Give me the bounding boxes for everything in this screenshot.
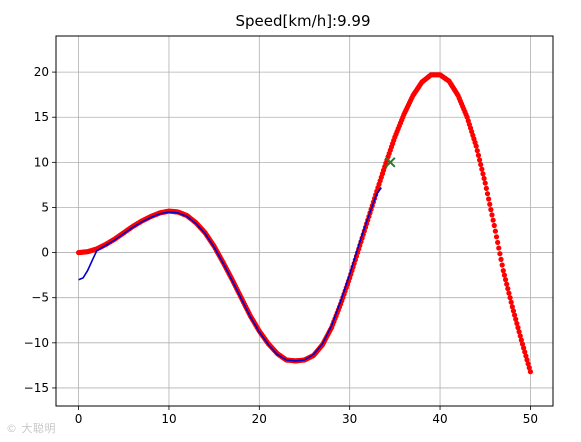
x-tick-label: 30 [342,412,357,426]
red-marker [518,337,524,343]
green-x-marker [385,157,396,168]
y-tick-label: 0 [41,246,49,260]
watermark-text: © 大聪明 [6,422,56,435]
red-marker [496,245,502,251]
red-marker [515,325,521,331]
red-marker [498,256,504,262]
x-tick-label: 20 [252,412,267,426]
red-marker [480,171,486,177]
x-tick-label: 50 [523,412,538,426]
red-marker [484,191,491,197]
red-marker [509,304,515,310]
y-tick-label: −5 [31,291,49,305]
red-marker [517,333,523,339]
red-marker [526,365,532,371]
red-marker [478,161,484,168]
red-marker [511,312,518,318]
red-marker [501,272,508,278]
y-tick-label: 15 [34,110,49,124]
red-marker [479,166,485,172]
red-marker [499,262,505,268]
red-marker [491,222,497,229]
red-marker [483,185,489,191]
red-marker [514,320,520,327]
red-marker [489,212,495,218]
red-marker [476,157,483,163]
red-marker [510,308,517,314]
red-marker [516,329,522,335]
chart-title: Speed[km/h]:9.99 [235,12,370,30]
red-marker [504,281,510,287]
red-marker [521,345,527,351]
y-tick-label: 10 [34,155,49,169]
red-marker [497,251,503,257]
red-marker [475,152,482,158]
red-marker [522,349,528,355]
red-marker [482,180,488,186]
y-tick-label: 20 [34,65,49,79]
red-marker [507,295,513,301]
y-tick-label: −10 [24,336,49,350]
red-marker [481,175,487,182]
red-marker [524,357,530,363]
red-marker [505,286,511,292]
red-marker [506,290,512,296]
red-marker [519,341,526,347]
x-tick-label: 0 [75,412,83,426]
red-marker [495,239,501,246]
red-marker [527,369,534,375]
red-marker [502,277,509,283]
red-marker [523,353,529,359]
y-tick-label: 5 [41,200,49,214]
plot-frame [55,35,554,407]
red-marker [493,234,500,240]
blue-line [78,187,382,362]
x-tick-label: 10 [161,412,176,426]
grid [56,36,553,406]
red-marker [490,217,496,223]
red-marker [500,268,506,274]
red-marker [513,316,519,322]
red-marker [492,228,498,234]
y-tick-label: −15 [24,381,49,395]
red-marker [487,201,493,207]
red-marker [525,361,531,367]
red-marker [508,299,514,305]
red-marker [474,148,480,154]
x-tick-label: 40 [432,412,447,426]
plot-series [75,72,534,375]
red-marker [486,196,492,202]
axis-ticks: 0 10 20 30 40 50 −15 −10 −5 0 5 10 15 20 [24,65,538,426]
red-marker [488,207,494,213]
red-marker [473,143,479,149]
